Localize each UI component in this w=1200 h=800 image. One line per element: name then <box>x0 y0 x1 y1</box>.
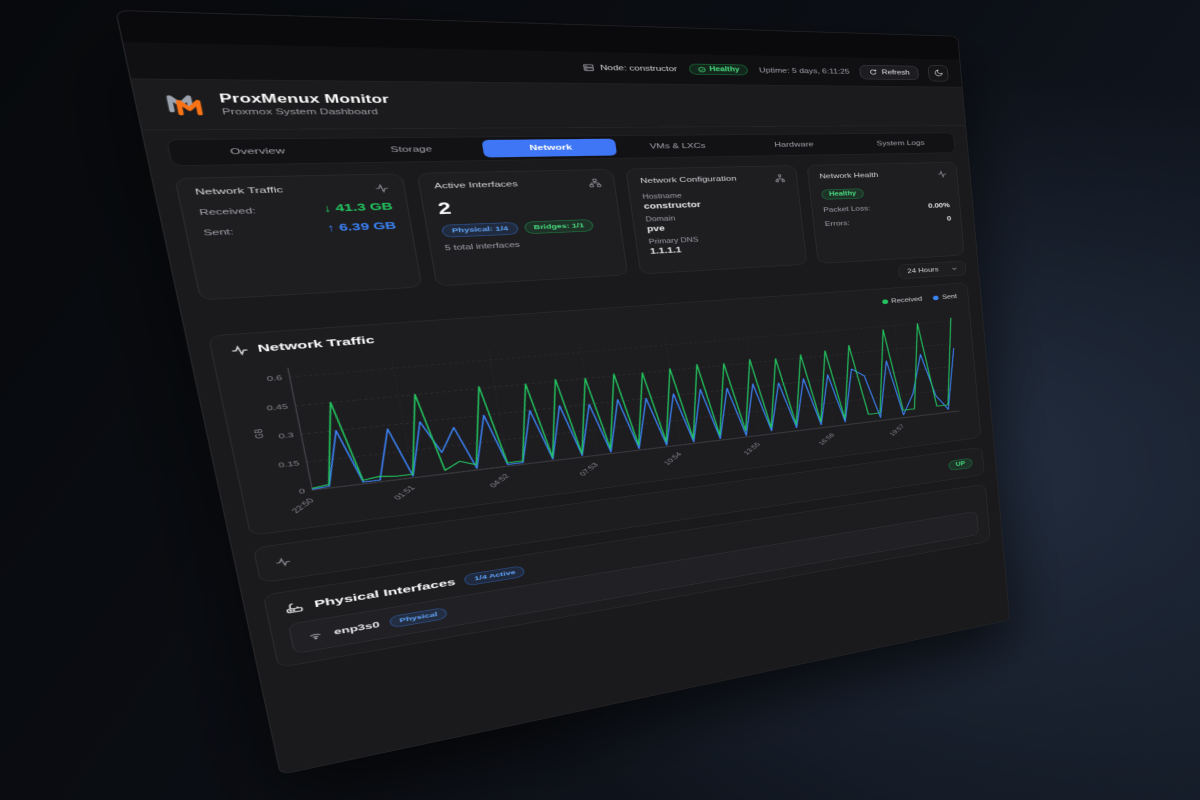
activity-icon <box>374 183 390 193</box>
physical-count-badge: Physical: 1/4 <box>440 222 519 238</box>
refresh-icon <box>869 69 878 76</box>
chart-legend: Received Sent <box>881 293 957 305</box>
network-traffic-card: Network Traffic Received: ↓ 41.3 GB Sent:… <box>174 173 423 301</box>
activity-icon <box>937 170 947 178</box>
app-subtitle: Proxmox System Dashboard <box>221 107 379 117</box>
packet-loss-value: 0.00% <box>927 202 951 210</box>
active-interfaces-card: Active Interfaces 2 Physical: 1/4 Bridge… <box>416 169 629 287</box>
svg-text:16:56: 16:56 <box>817 432 836 447</box>
proxmenux-logo <box>161 91 210 118</box>
app-header: ProxMenux Monitor Proxmox System Dashboa… <box>131 79 966 131</box>
theme-toggle-button[interactable] <box>927 64 949 82</box>
sent-label: Sent: <box>202 227 235 238</box>
tab-storage[interactable]: Storage <box>389 145 433 155</box>
errors-value: 0 <box>946 215 952 223</box>
received-value: ↓ 41.3 GB <box>322 201 394 215</box>
svg-text:19:57: 19:57 <box>888 423 906 437</box>
server-icon <box>582 63 595 72</box>
time-range-select[interactable]: 24 Hours <box>898 260 967 280</box>
health-badge: Healthy <box>688 63 749 76</box>
uptime-label: Uptime: 5 days, 6:11:25 <box>758 66 850 76</box>
errors-label: Errors: <box>824 219 851 228</box>
health-status-badge: Healthy <box>820 188 865 200</box>
legend-sent: Sent <box>933 293 957 301</box>
activity-icon <box>274 556 292 568</box>
node-label: Node: constructor <box>599 63 678 73</box>
chevron-down-icon <box>951 266 958 272</box>
moon-icon <box>933 69 943 77</box>
svg-text:10:54: 10:54 <box>663 451 684 466</box>
svg-text:0.15: 0.15 <box>278 460 300 470</box>
tab-system-logs[interactable]: System Logs <box>876 139 925 148</box>
svg-text:07:53: 07:53 <box>578 462 600 478</box>
wifi-icon <box>306 629 325 642</box>
time-range-value: 24 Hours <box>907 266 939 275</box>
health-card-title: Network Health <box>819 171 879 181</box>
up-status-badge: UP <box>948 457 973 471</box>
bridges-count-badge: Bridges: 1/1 <box>523 219 594 235</box>
svg-text:01:51: 01:51 <box>392 484 417 501</box>
tab-network[interactable]: Network <box>481 138 618 158</box>
activity-icon <box>229 344 249 357</box>
network-configuration-card: Network Configuration Hostname constructo… <box>625 165 808 275</box>
svg-text:0: 0 <box>298 488 305 496</box>
active-interface-count: 2 <box>436 199 453 218</box>
packet-loss-label: Packet Loss: <box>822 205 871 214</box>
received-label: Received: <box>198 206 257 218</box>
interfaces-card-title: Active Interfaces <box>433 180 519 191</box>
svg-text:0.3: 0.3 <box>278 431 294 440</box>
interface-name: enp3s0 <box>333 619 381 637</box>
config-card-title: Network Configuration <box>639 175 737 185</box>
check-circle-icon <box>697 66 706 73</box>
tab-vms-lxcs[interactable]: VMs & LXCs <box>649 142 707 151</box>
interface-type-badge: Physical <box>388 607 449 629</box>
network-health-card: Network Health Healthy Packet Loss: 0.00%… <box>806 161 965 264</box>
svg-text:22:50: 22:50 <box>290 497 317 515</box>
traffic-chart-svg: 22:50 01:51 04:52 07:53 10:54 13:55 16:56 19:57… <box>252 304 970 515</box>
tab-hardware[interactable]: Hardware <box>774 140 814 149</box>
active-count-badge: 1/4 Active <box>463 565 526 587</box>
router-icon <box>284 601 306 616</box>
app-title: ProxMenux Monitor <box>218 92 391 106</box>
traffic-card-title: Network Traffic <box>194 185 284 197</box>
svg-text:GB: GB <box>252 428 266 439</box>
tab-bar: Overview Storage Network VMs & LXCs Hardware… <box>166 132 956 167</box>
legend-received: Received <box>881 295 922 305</box>
network-nodes-icon <box>588 178 602 187</box>
svg-text:0.45: 0.45 <box>266 403 289 412</box>
svg-text:13:55: 13:55 <box>742 441 762 456</box>
total-interfaces-label: 5 total interfaces <box>444 240 521 253</box>
svg-text:04:52: 04:52 <box>488 473 512 489</box>
sent-value: ↑ 6.39 GB <box>326 220 398 235</box>
dashboard-window: Node: constructor Healthy Uptime: 5 days… <box>115 10 1011 775</box>
refresh-button[interactable]: Refresh <box>859 64 920 80</box>
network-traffic-chart-card: Network Traffic Received Sent 22:50 01:51 0… <box>207 282 982 537</box>
node-indicator: Node: constructor <box>582 63 678 73</box>
tab-overview[interactable]: Overview <box>229 146 286 157</box>
svg-text:0.6: 0.6 <box>266 374 283 383</box>
hierarchy-icon <box>774 174 786 183</box>
